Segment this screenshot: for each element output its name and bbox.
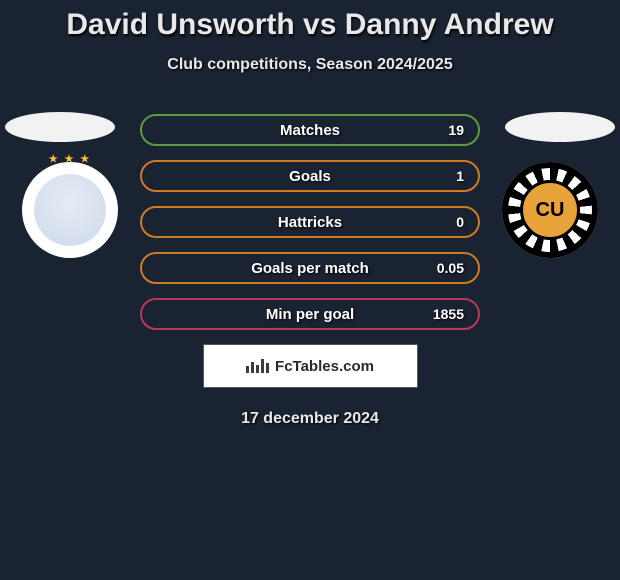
stat-value: 0.05: [437, 260, 464, 276]
team-badge-left: [22, 162, 118, 258]
stat-label: Hattricks: [278, 214, 342, 231]
stat-value: 1855: [433, 306, 464, 322]
shadow-ellipse-left: [5, 112, 115, 142]
stat-bar: Goals per match 0.05: [140, 252, 480, 284]
stat-bar: Matches 19: [140, 114, 480, 146]
cambridge-crest-icon: CU: [502, 162, 598, 258]
team-right-initials: CU: [520, 180, 580, 240]
date-stamp: 17 december 2024: [0, 410, 620, 428]
stat-bar: Goals 1: [140, 160, 480, 192]
fctables-logo: FcTables.com: [203, 344, 418, 388]
stat-bar: Hattricks 0: [140, 206, 480, 238]
stat-bars: Matches 19 Goals 1 Hattricks 0 Goals per match…: [140, 114, 480, 330]
logo-text: FcTables.com: [275, 358, 374, 375]
stat-label: Matches: [280, 122, 340, 139]
bar-chart-icon: [246, 359, 269, 373]
shadow-ellipse-right: [505, 112, 615, 142]
team-badge-right: CU: [502, 162, 598, 258]
stat-label: Min per goal: [266, 306, 354, 323]
stat-value: 1: [456, 168, 464, 184]
content-area: CU Matches 19 Goals 1 Hattricks 0 Goals per ma…: [0, 114, 620, 428]
stat-bar: Min per goal 1855: [140, 298, 480, 330]
huddersfield-crest-icon: [34, 174, 106, 246]
subtitle: Club competitions, Season 2024/2025: [0, 56, 620, 74]
stat-label: Goals: [289, 168, 331, 185]
stat-value: 0: [456, 214, 464, 230]
comparison-card: David Unsworth vs Danny Andrew Club comp…: [0, 0, 620, 428]
page-title: David Unsworth vs Danny Andrew: [0, 8, 620, 42]
stat-label: Goals per match: [251, 260, 369, 277]
stat-value: 19: [448, 122, 464, 138]
